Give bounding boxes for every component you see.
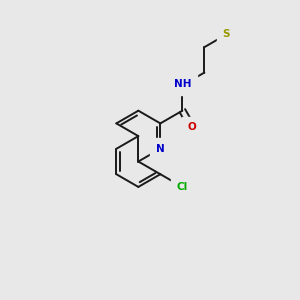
Text: NH: NH (174, 79, 191, 89)
Text: N: N (156, 144, 165, 154)
Text: Cl: Cl (177, 182, 188, 192)
Text: O: O (188, 122, 196, 132)
Text: S: S (223, 29, 230, 40)
